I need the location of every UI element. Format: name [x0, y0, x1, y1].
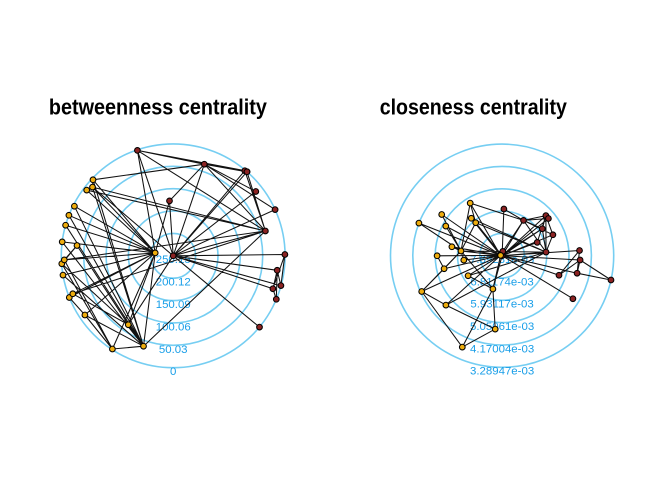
- svg-text:4.17004e-03: 4.17004e-03: [470, 343, 534, 355]
- svg-text:5.93117e-03: 5.93117e-03: [470, 299, 533, 311]
- svg-text:50.03: 50.03: [159, 344, 188, 356]
- svg-text:closeness centrality: closeness centrality: [380, 95, 568, 120]
- svg-text:betweenness centrality: betweenness centrality: [49, 95, 268, 120]
- svg-text:3.28947e-03: 3.28947e-03: [470, 366, 534, 378]
- svg-text:100.06: 100.06: [156, 321, 191, 333]
- svg-text:200.12: 200.12: [156, 277, 191, 289]
- svg-text:0: 0: [170, 366, 176, 378]
- svg-text:150.09: 150.09: [156, 299, 191, 311]
- svg-text:5.05061e-03: 5.05061e-03: [470, 321, 534, 333]
